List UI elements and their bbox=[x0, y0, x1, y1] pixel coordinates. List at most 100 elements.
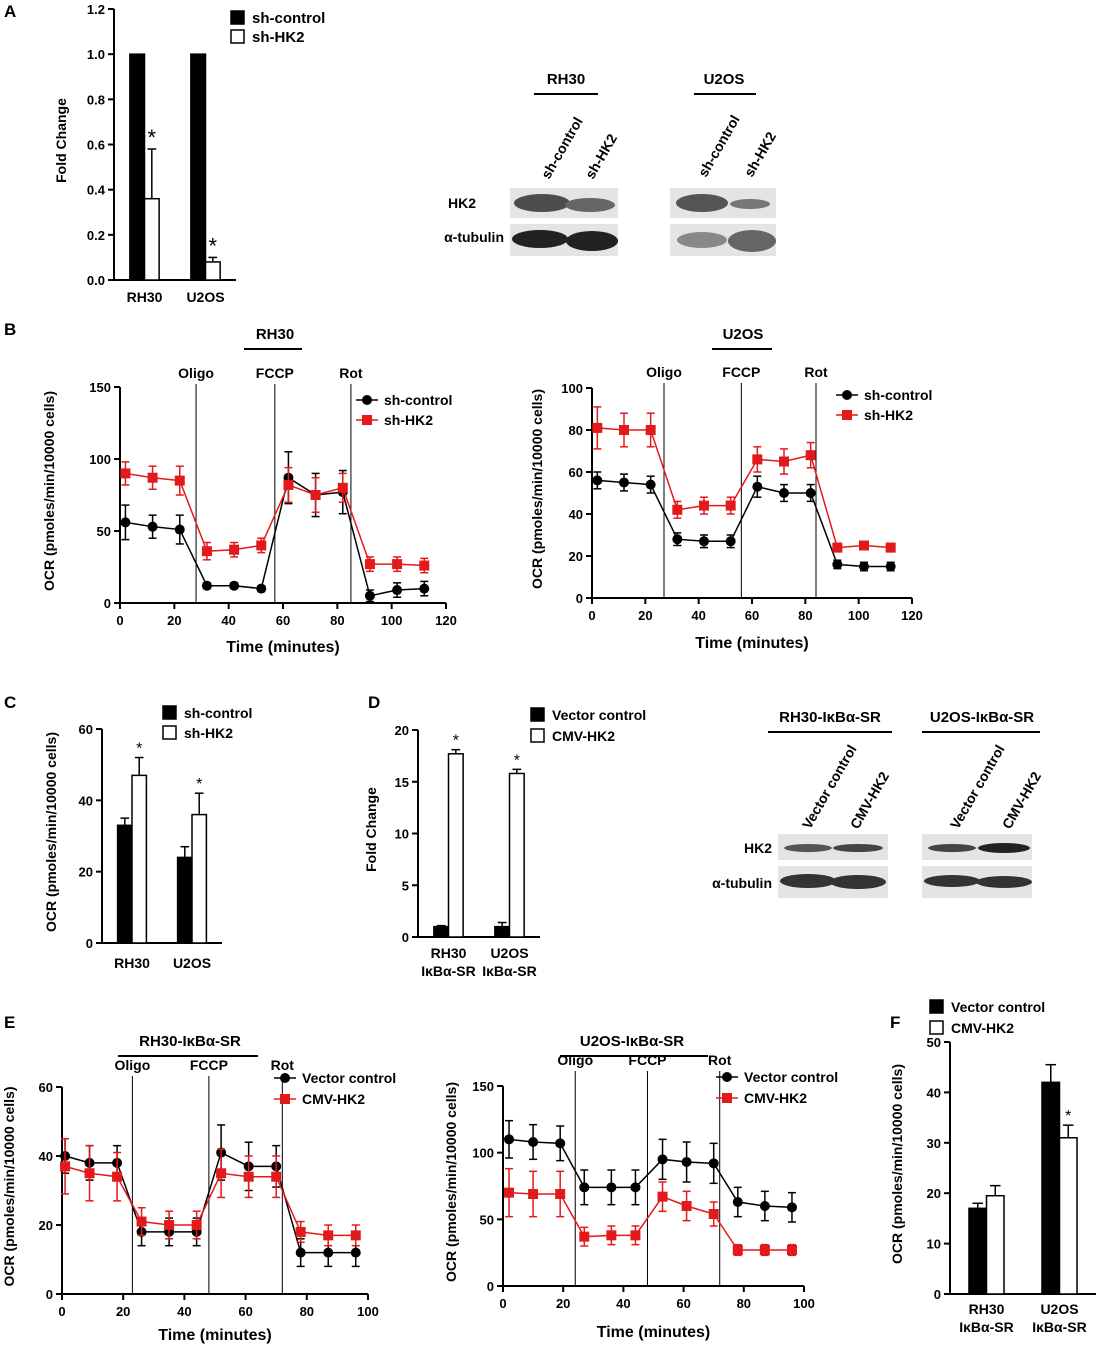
chart-e2-point-cmv-hk2 bbox=[528, 1189, 539, 1199]
chart-a-ytick-label: 0.6 bbox=[87, 138, 105, 153]
chart-b2-point-sh-control bbox=[592, 475, 603, 486]
chart-f-bar-vector-control bbox=[968, 1207, 988, 1295]
chart-d-bar-vector-control bbox=[494, 925, 511, 938]
chart-e2-ytick-label: 150 bbox=[472, 1079, 494, 1094]
chart-e1-xtick-label: 0 bbox=[58, 1304, 65, 1319]
blot-d-lane-4: CMV-HK2 bbox=[999, 769, 1044, 832]
chart-b1-point-sh-control bbox=[201, 580, 212, 591]
chart-b2-xtick-label: 120 bbox=[901, 608, 923, 623]
blot-d-lane-3: Vector control bbox=[947, 742, 1008, 832]
chart-b2-point-sh-hk2 bbox=[779, 456, 789, 467]
blot-d-band-hk2-1 bbox=[784, 844, 832, 852]
chart-c: 0 20 40 60 OCR (pmoles/min/10000 cells) * RH30… bbox=[43, 705, 252, 971]
chart-b2-point-sh-hk2 bbox=[832, 542, 843, 553]
chart-b2-xlabel: Time (minutes) bbox=[695, 635, 809, 652]
chart-e2-point-cmv-hk2 bbox=[681, 1201, 692, 1211]
chart-b2-xtick-label: 60 bbox=[745, 608, 759, 623]
chart-d-category-sublabel: IκBα-SR bbox=[482, 963, 537, 979]
chart-b2-point-sh-hk2 bbox=[672, 504, 683, 515]
chart-a-category-label: U2OS bbox=[186, 289, 224, 305]
chart-c-ytick-label: 60 bbox=[79, 722, 93, 737]
chart-c-category-label: RH30 bbox=[114, 955, 150, 971]
chart-e1-point-cmv-hk2 bbox=[164, 1220, 175, 1230]
chart-e2-point-cmv-hk2 bbox=[579, 1231, 590, 1242]
chart-b2-legend-label: sh-control bbox=[864, 387, 932, 403]
chart-e2-xtick-label: 100 bbox=[793, 1296, 815, 1311]
chart-a-ytick-label: 0.0 bbox=[87, 273, 105, 288]
chart-f-category-sublabel: IκBα-SR bbox=[959, 1319, 1014, 1335]
chart-f-ytick-label: 40 bbox=[927, 1085, 941, 1100]
chart-b2-point-sh-hk2 bbox=[619, 425, 629, 435]
chart-e2-legend-label: Vector control bbox=[744, 1069, 838, 1085]
chart-c-ytick-label: 40 bbox=[79, 793, 93, 808]
chart-b2-ytick-label: 100 bbox=[561, 381, 583, 396]
chart-e1-xtick-label: 80 bbox=[300, 1304, 314, 1319]
blot-d-band-hk2-3 bbox=[928, 844, 976, 852]
chart-d: 0 5 10 15 20 Fold Change * RH30 IκBα-SR * U2OS IκBα… bbox=[363, 707, 646, 979]
chart-e2-injection-label: Rot bbox=[708, 1052, 732, 1068]
chart-c-bar-sh-hk2 bbox=[191, 813, 208, 944]
chart-b1-point-sh-control bbox=[174, 524, 185, 535]
chart-e1-point-cmv-hk2 bbox=[350, 1230, 361, 1241]
chart-e2-point-vector-control bbox=[504, 1134, 515, 1145]
chart-b2-injection-label: Oligo bbox=[646, 364, 682, 380]
chart-e2-point-cmv-hk2 bbox=[708, 1209, 719, 1219]
chart-e2-injection-label: FCCP bbox=[628, 1052, 666, 1068]
blot-d-row-hk2: HK2 bbox=[744, 840, 772, 856]
panel-label-a: A bbox=[4, 2, 16, 21]
chart-b2-point-sh-control bbox=[725, 536, 736, 547]
chart-f-category-label: U2OS bbox=[1040, 1301, 1078, 1317]
chart-f-legend-label: CMV-HK2 bbox=[951, 1020, 1014, 1036]
chart-e2-point-vector-control bbox=[708, 1158, 719, 1169]
chart-b1-point-sh-hk2 bbox=[147, 472, 158, 483]
chart-e2-ytick-label: 0 bbox=[487, 1279, 494, 1294]
chart-b2-legend-marker bbox=[842, 410, 852, 420]
chart-e2-point-vector-control bbox=[579, 1182, 590, 1193]
chart-e1-point-vector-control bbox=[323, 1247, 334, 1258]
chart-d-legend-label: Vector control bbox=[552, 707, 646, 723]
chart-f-ytick-label: 0 bbox=[934, 1287, 941, 1302]
blot-a-lane-1: sh-control bbox=[538, 114, 586, 181]
blot-d: RH30-IκBα-SR U2OS-IκBα-SR Vector control… bbox=[712, 709, 1044, 898]
blot-a-band-hk2-3 bbox=[676, 194, 728, 212]
chart-d-category-label: U2OS bbox=[490, 945, 528, 961]
chart-e2-ylabel: OCR (pmoles/min/10000 cells) bbox=[443, 1082, 459, 1282]
chart-d-ytick-label: 10 bbox=[395, 827, 409, 842]
chart-b2-ytick-label: 20 bbox=[569, 549, 583, 564]
blot-a-group-u2os: U2OS bbox=[704, 71, 745, 88]
blot-d-band-tub-2 bbox=[830, 875, 886, 889]
chart-e2-legend-label: CMV-HK2 bbox=[744, 1090, 807, 1106]
chart-b2-point-sh-control bbox=[619, 477, 629, 488]
chart-b1-legend-label: sh-HK2 bbox=[384, 412, 433, 428]
chart-e1-point-cmv-hk2 bbox=[216, 1168, 227, 1179]
chart-e2-xtick-label: 20 bbox=[556, 1296, 570, 1311]
chart-f-significance: * bbox=[1065, 1108, 1071, 1125]
blot-a-row-hk2: HK2 bbox=[448, 195, 476, 211]
chart-b2-point-sh-control bbox=[779, 488, 789, 498]
chart-b1-xtick-label: 40 bbox=[221, 613, 235, 628]
chart-e2-line-vector-control bbox=[508, 1138, 792, 1209]
chart-e2-xtick-label: 40 bbox=[616, 1296, 630, 1311]
blot-a-band-tub-1 bbox=[512, 230, 568, 248]
chart-b2-point-sh-hk2 bbox=[725, 500, 736, 511]
chart-d-ytick-label: 0 bbox=[402, 930, 409, 945]
chart-b2-point-sh-hk2 bbox=[699, 500, 709, 511]
chart-b1-injection-label: Rot bbox=[339, 365, 363, 381]
blot-d-band-tub-3 bbox=[924, 875, 980, 887]
chart-b2-point-sh-hk2 bbox=[805, 450, 816, 461]
blot-a-lane-2: sh-HK2 bbox=[582, 131, 620, 182]
blot-a-band-hk2-1 bbox=[514, 194, 570, 212]
chart-b1-xtick-label: 20 bbox=[167, 613, 181, 628]
chart-b2-ytick-label: 40 bbox=[569, 507, 583, 522]
chart-b2-point-sh-hk2 bbox=[645, 425, 656, 435]
panel-label-e: E bbox=[4, 1013, 15, 1032]
chart-b1-ytick-label: 100 bbox=[89, 452, 111, 467]
chart-b2: 0 20 40 60 80 100 OCR (pmoles/min/10000 cells)… bbox=[529, 326, 932, 652]
chart-b2-point-sh-control bbox=[805, 488, 816, 498]
chart-e1-xtick-label: 40 bbox=[177, 1304, 191, 1319]
chart-b1-point-sh-hk2 bbox=[310, 490, 321, 500]
chart-b1-injection-label: Oligo bbox=[178, 365, 214, 381]
chart-e1-xlabel: Time (minutes) bbox=[158, 1327, 272, 1344]
chart-b1-xtick-label: 60 bbox=[276, 613, 290, 628]
chart-b2-point-sh-control bbox=[885, 561, 896, 572]
